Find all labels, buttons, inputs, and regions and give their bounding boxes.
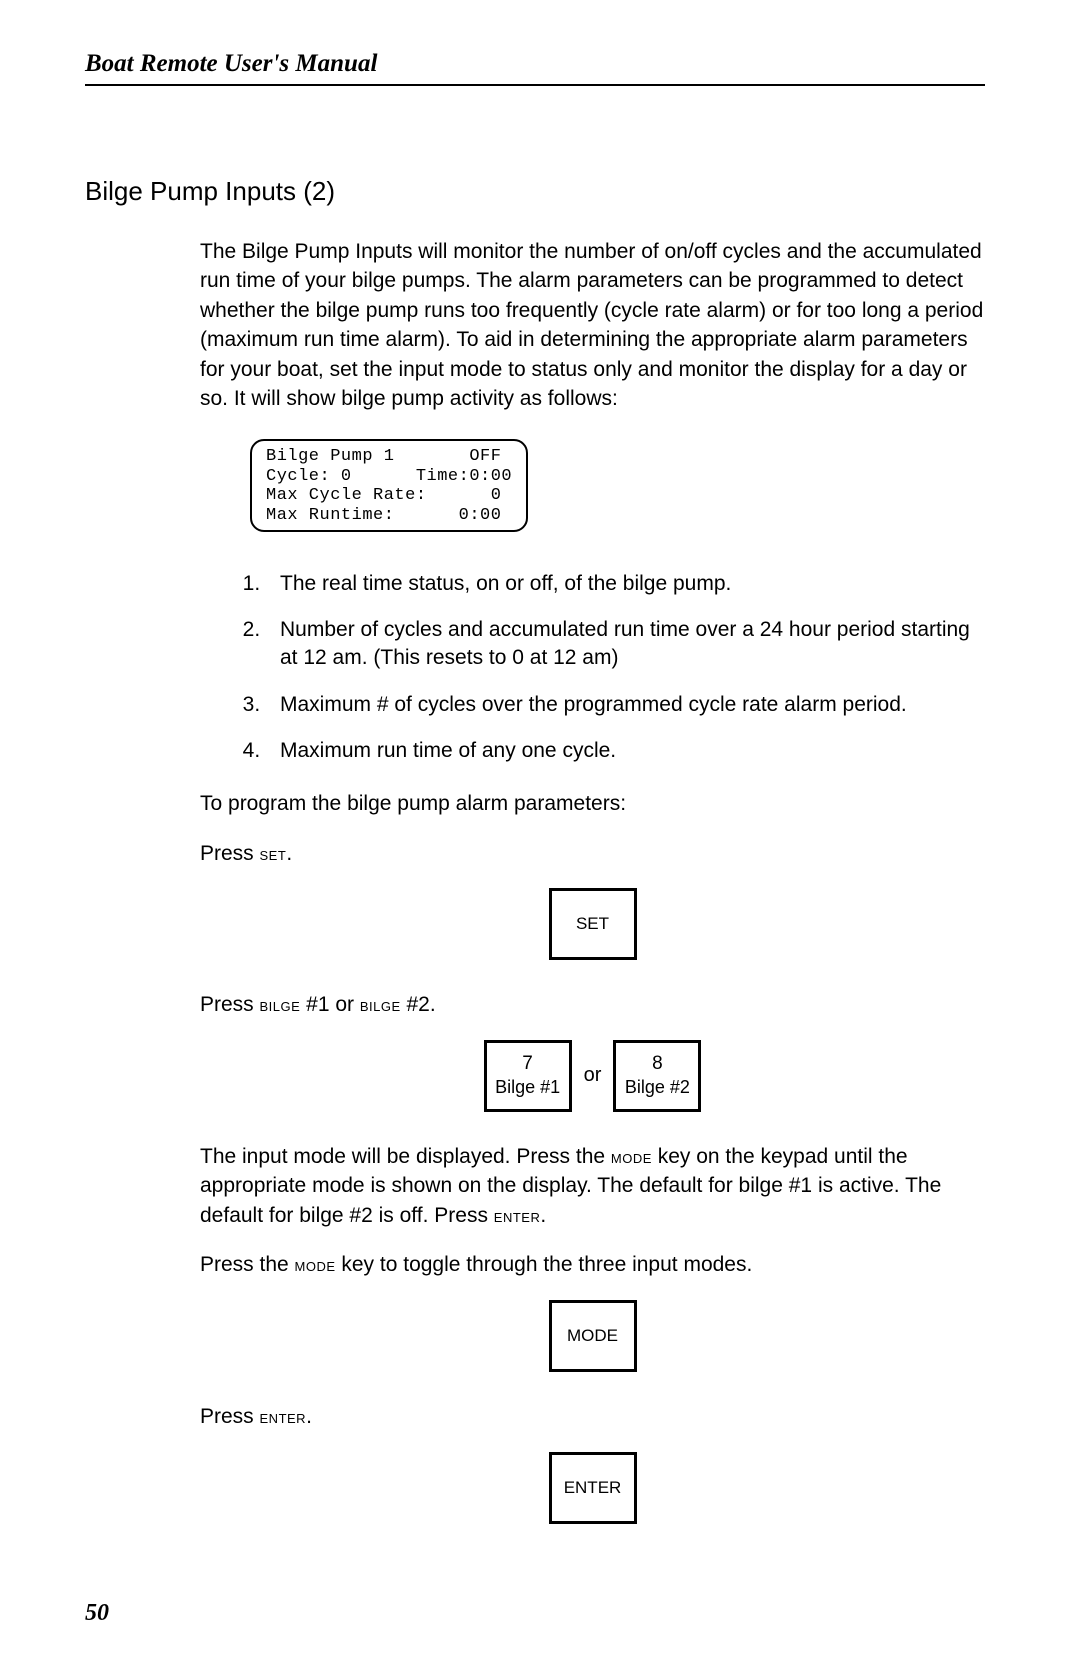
text: Press xyxy=(200,1405,260,1428)
press-bilge-line: Press bilge #1 or bilge #2. xyxy=(200,990,985,1020)
page: Boat Remote User's Manual Bilge Pump Inp… xyxy=(0,0,1080,1669)
keycap-bottom: Bilge #1 xyxy=(495,1076,560,1099)
text: Press xyxy=(200,993,260,1016)
text: Press the xyxy=(200,1253,295,1276)
body: The Bilge Pump Inputs will monitor the n… xyxy=(200,237,985,1524)
key-name-set: set xyxy=(260,844,287,865)
key-name-mode: mode xyxy=(295,1255,336,1276)
intro-paragraph: The Bilge Pump Inputs will monitor the n… xyxy=(200,237,985,413)
or-label: or xyxy=(584,1064,602,1087)
keycap-top: 7 xyxy=(522,1052,533,1077)
list-item: Maximum # of cycles over the programmed … xyxy=(266,691,985,719)
text: . xyxy=(306,1405,312,1428)
press-set-line: Press set. xyxy=(200,839,985,869)
key-name-mode: mode xyxy=(611,1147,652,1168)
keycap-row-enter: ENTER xyxy=(200,1452,985,1524)
list-item: The real time status, on or off, of the … xyxy=(266,570,985,598)
page-number: 50 xyxy=(85,1600,109,1627)
mode-paragraph: The input mode will be displayed. Press … xyxy=(200,1142,985,1231)
text: #2. xyxy=(401,993,436,1016)
text: The input mode will be displayed. Press … xyxy=(200,1145,611,1168)
lcd-line-1: Bilge Pump 1 OFF xyxy=(266,447,501,466)
keycap-bilge-1: 7 Bilge #1 xyxy=(484,1040,572,1112)
keycap-bilge-2: 8 Bilge #2 xyxy=(613,1040,701,1112)
list-item: Maximum run time of any one cycle. xyxy=(266,737,985,765)
keycap-set: SET xyxy=(549,888,637,960)
text: . xyxy=(540,1204,546,1227)
key-name-bilge1: bilge xyxy=(260,995,301,1016)
key-name-bilge2: bilge xyxy=(360,995,401,1016)
keycap-label: ENTER xyxy=(564,1477,622,1499)
key-name-enter: enter xyxy=(260,1407,307,1428)
lcd-line-4: Max Runtime: 0:00 xyxy=(266,506,501,525)
section-title: Bilge Pump Inputs (2) xyxy=(85,176,985,207)
numbered-list: The real time status, on or off, of the … xyxy=(230,570,985,766)
keycap-bottom: Bilge #2 xyxy=(625,1076,690,1099)
keycap-label: MODE xyxy=(567,1325,618,1347)
list-item: Number of cycles and accumulated run tim… xyxy=(266,616,985,673)
lcd-display: Bilge Pump 1 OFF Cycle: 0 Time:0:00 Max … xyxy=(250,439,528,531)
key-name-enter: enter xyxy=(494,1206,541,1227)
keycap-row-bilge: 7 Bilge #1 or 8 Bilge #2 xyxy=(200,1040,985,1112)
keycap-label: SET xyxy=(576,913,609,935)
lcd-line-3: Max Cycle Rate: 0 xyxy=(266,486,501,505)
text: Press xyxy=(200,842,260,865)
keycap-mode: MODE xyxy=(549,1300,637,1372)
text: . xyxy=(286,842,292,865)
keycap-row-mode: MODE xyxy=(200,1300,985,1372)
text: #1 or xyxy=(300,993,360,1016)
lcd-line-2: Cycle: 0 Time:0:00 xyxy=(266,467,512,486)
press-mode-line: Press the mode key to toggle through the… xyxy=(200,1250,985,1280)
keycap-top: 8 xyxy=(652,1052,663,1077)
program-paragraph: To program the bilge pump alarm paramete… xyxy=(200,789,985,818)
press-enter-line: Press enter. xyxy=(200,1402,985,1432)
text: key to toggle through the three input mo… xyxy=(336,1253,753,1276)
running-header: Boat Remote User's Manual xyxy=(85,50,985,78)
keycap-row-set: SET xyxy=(200,888,985,960)
keycap-enter: ENTER xyxy=(549,1452,637,1524)
header-rule xyxy=(85,84,985,86)
